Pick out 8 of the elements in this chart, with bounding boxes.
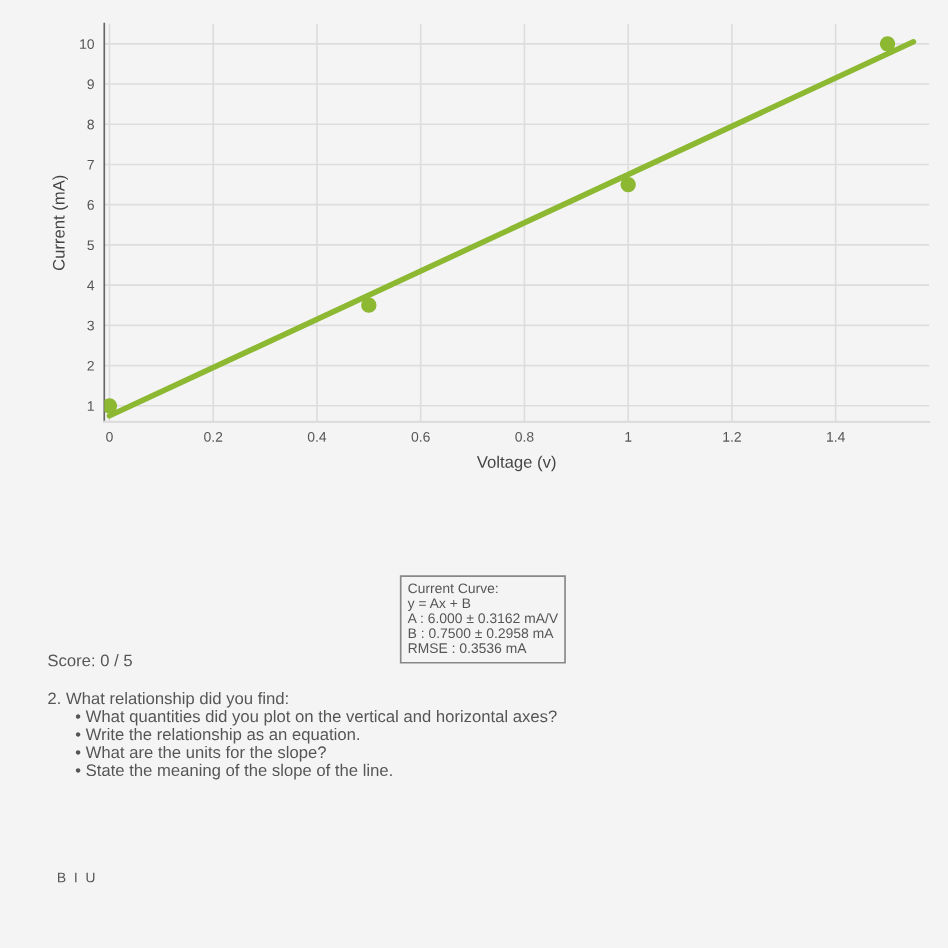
point [361, 297, 377, 313]
text: Score: 0 / 5 [48, 654, 132, 667]
x-axis-title: Voltage (v) [476, 455, 556, 472]
point [620, 176, 636, 193]
y-axis-title: Current (mA) [52, 175, 68, 271]
text: 2. What relationship did you find: • What quantities did you plot on the vertical and horizontal axes? • Write the relationship as an equation. • What are the units for the slope? • State the meaning of the slope of the line. [48, 692, 557, 780]
point [104, 398, 118, 414]
point [879, 36, 896, 52]
